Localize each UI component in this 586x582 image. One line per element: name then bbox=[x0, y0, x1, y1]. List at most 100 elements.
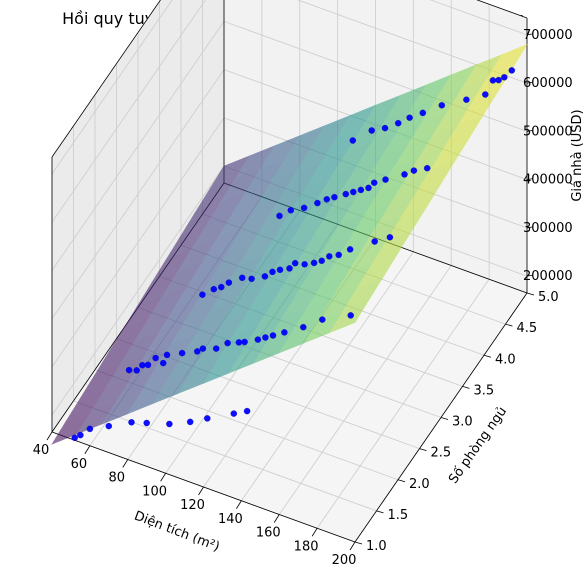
x-tick-label: 200 bbox=[332, 553, 357, 568]
z-grid-left bbox=[51, 117, 225, 368]
data-point bbox=[342, 190, 350, 198]
data-point bbox=[287, 206, 295, 214]
data-point bbox=[248, 275, 255, 283]
data-point bbox=[419, 109, 427, 117]
y-tick-mark bbox=[376, 510, 384, 514]
z-tick-label: 500000 bbox=[523, 124, 573, 139]
data-point bbox=[152, 354, 159, 362]
y-tick-mark bbox=[462, 385, 470, 389]
z-tick-mark bbox=[526, 33, 534, 36]
data-point bbox=[394, 119, 402, 127]
data-point bbox=[301, 260, 308, 268]
data-point bbox=[225, 279, 233, 286]
data-point bbox=[269, 332, 277, 339]
data-point bbox=[199, 291, 206, 299]
data-point bbox=[212, 345, 220, 352]
data-point bbox=[276, 266, 284, 274]
data-point bbox=[193, 348, 201, 355]
z-tick-mark bbox=[526, 178, 534, 181]
data-point bbox=[125, 366, 133, 374]
data-point bbox=[86, 425, 94, 433]
x-tick-label: 140 bbox=[218, 512, 243, 527]
data-point bbox=[128, 418, 135, 426]
y-tick-label: 4.5 bbox=[517, 321, 538, 336]
data-point bbox=[262, 334, 269, 341]
data-point bbox=[371, 238, 379, 245]
data-point bbox=[323, 195, 331, 203]
data-point bbox=[335, 251, 343, 259]
data-point bbox=[276, 212, 283, 220]
data-point bbox=[77, 431, 84, 439]
z-tick-mark bbox=[526, 81, 534, 84]
data-point bbox=[217, 283, 225, 291]
data-point bbox=[281, 329, 288, 336]
left-top-edge bbox=[51, 0, 161, 158]
data-point bbox=[159, 359, 167, 367]
plane-patch bbox=[486, 43, 528, 79]
x-tick-label: 60 bbox=[71, 457, 88, 472]
x-tick-mark bbox=[273, 514, 280, 523]
y-tick-label: 5.0 bbox=[538, 290, 559, 305]
x-tick-label: 120 bbox=[180, 498, 205, 513]
data-point bbox=[71, 434, 79, 442]
data-point bbox=[235, 339, 243, 346]
x-tick-label: 180 bbox=[294, 539, 319, 554]
y-tick-mark bbox=[440, 417, 449, 420]
x-tick-mark bbox=[46, 431, 53, 441]
z-grid-left bbox=[51, 69, 225, 319]
data-point bbox=[463, 96, 470, 104]
data-point bbox=[406, 114, 413, 122]
z-grid-left bbox=[51, 0, 206, 223]
z-grid-left bbox=[51, 21, 225, 271]
data-point bbox=[423, 164, 431, 172]
z-tick-label: 700000 bbox=[523, 28, 573, 43]
x-tick-mark bbox=[236, 500, 242, 509]
y-tick-label: 3.0 bbox=[452, 415, 473, 430]
z-tick-label: 200000 bbox=[523, 269, 573, 284]
data-point bbox=[138, 361, 146, 369]
x-tick-mark bbox=[160, 473, 166, 482]
y-grid-floor bbox=[73, 400, 377, 512]
data-point bbox=[508, 67, 516, 74]
x-axis-label: Diện tích (m²) bbox=[132, 509, 222, 555]
z-grid-left bbox=[51, 165, 225, 416]
x-tick-label: 40 bbox=[33, 443, 50, 458]
y-tick-mark bbox=[419, 448, 427, 452]
data-point bbox=[318, 316, 326, 323]
x-tick-mark bbox=[349, 541, 356, 551]
data-point bbox=[144, 361, 152, 369]
y-tick-mark bbox=[397, 479, 406, 483]
data-point bbox=[382, 176, 389, 183]
data-point bbox=[381, 124, 389, 132]
z-tick-label: 600000 bbox=[523, 76, 573, 91]
data-point bbox=[318, 257, 326, 265]
x-tick-mark bbox=[311, 528, 318, 537]
tick-layer: 40 60 80 100 120 140 160 180 200 1.0 1.5 2.0 2.5 3.0 3… bbox=[33, 28, 573, 568]
data-point bbox=[325, 252, 333, 260]
x-tick-label: 100 bbox=[142, 484, 167, 499]
data-point bbox=[178, 349, 186, 357]
y-tick-label: 3.5 bbox=[474, 383, 495, 398]
data-point bbox=[438, 101, 446, 109]
z-axis-label: Giá nhà (USD) bbox=[570, 109, 585, 201]
y-tick-label: 4.0 bbox=[495, 352, 516, 367]
data-point bbox=[346, 246, 354, 253]
data-point bbox=[410, 167, 418, 174]
data-point bbox=[489, 77, 497, 84]
data-point bbox=[133, 367, 141, 374]
data-point bbox=[203, 415, 211, 422]
data-point bbox=[224, 339, 231, 347]
data-point bbox=[401, 171, 408, 178]
y-tick-label: 1.5 bbox=[388, 508, 409, 523]
data-point bbox=[291, 259, 299, 267]
data-point bbox=[269, 268, 276, 276]
z-tick-mark bbox=[526, 129, 534, 132]
data-point bbox=[365, 184, 372, 192]
data-point bbox=[163, 351, 171, 359]
data-point bbox=[370, 179, 378, 187]
data-point bbox=[166, 420, 173, 428]
data-point bbox=[286, 265, 293, 272]
z-tick-label: 400000 bbox=[523, 173, 573, 188]
